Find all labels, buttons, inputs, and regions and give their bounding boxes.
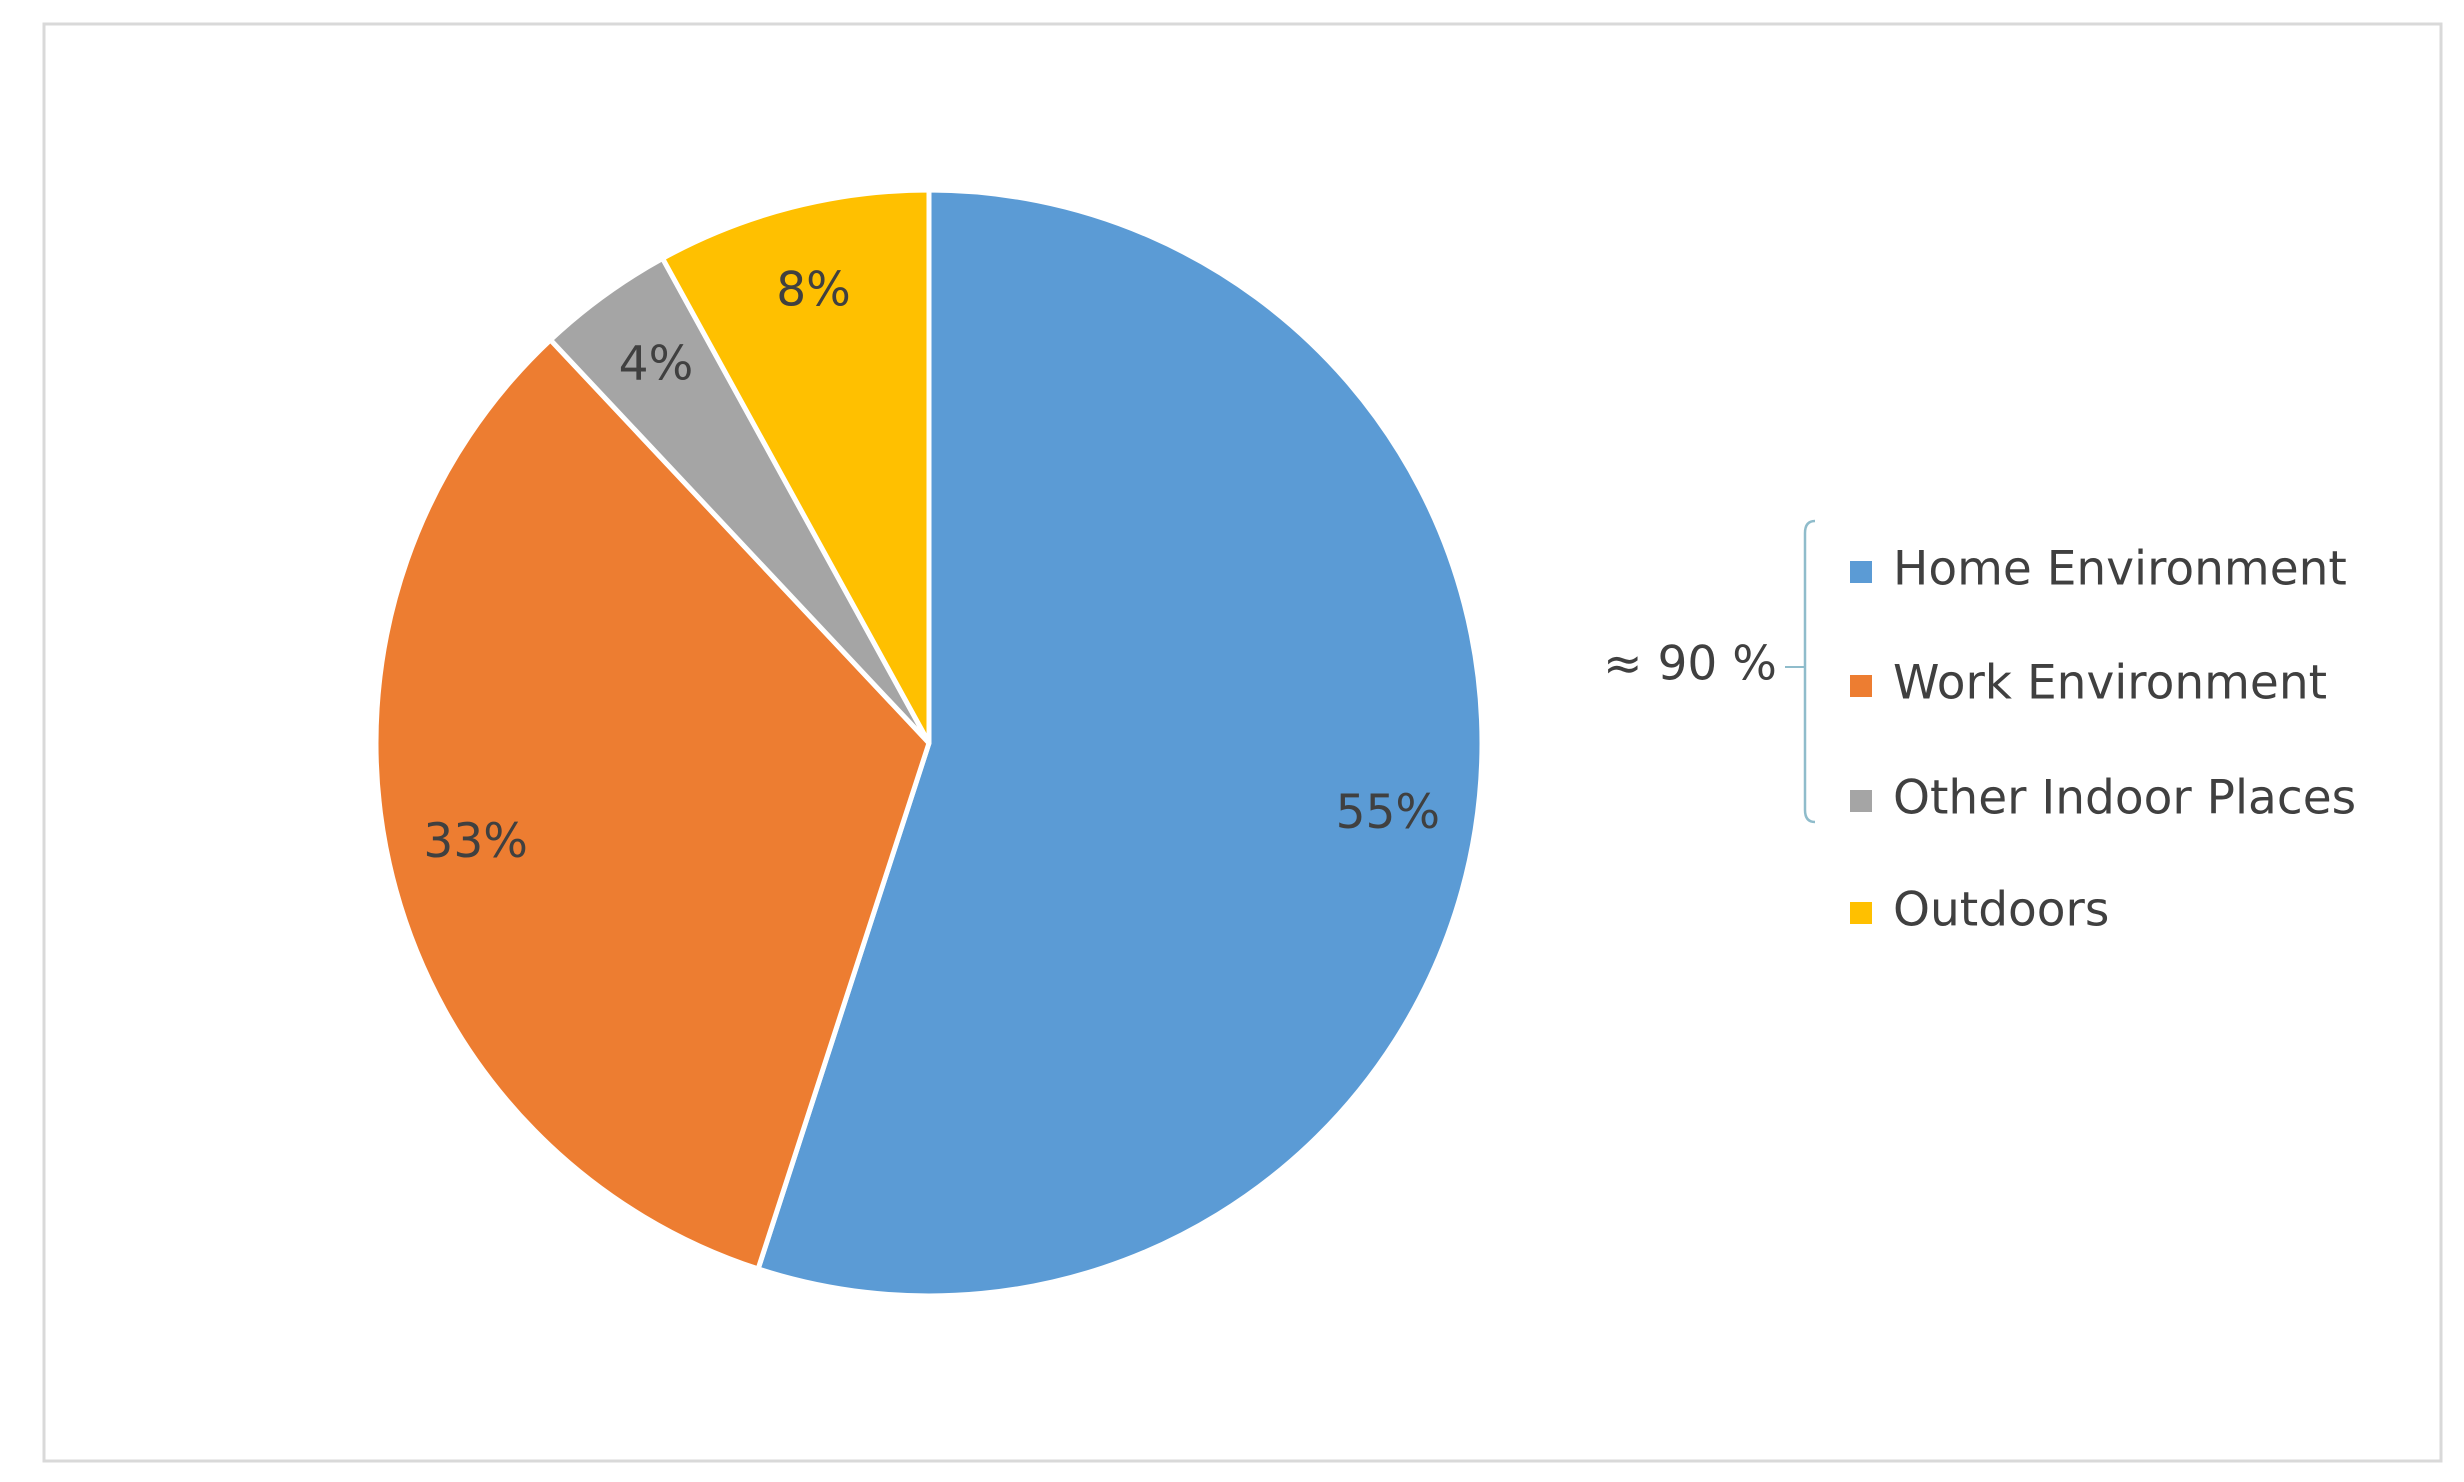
legend-label: Work Environment: [1893, 656, 2327, 711]
legend-label: Other Indoor Places: [1893, 771, 2356, 826]
pie-slice: [755, 187, 1485, 1299]
data-label: 8%: [776, 263, 851, 318]
legend-swatch: [1850, 675, 1872, 697]
pie-slice: [660, 187, 932, 746]
data-label: 55%: [1336, 785, 1440, 840]
legend-label: Home Environment: [1893, 542, 2347, 597]
legend-swatch: [1850, 902, 1872, 924]
annotation: ≈ 90 %: [1603, 637, 1777, 692]
legend-swatch: [1850, 561, 1872, 583]
data-label: 4%: [619, 337, 694, 392]
legend-label: Outdoors: [1893, 883, 2109, 938]
pie-slice: [373, 337, 932, 1272]
legend-bracket: [1803, 519, 1816, 824]
legend-swatch: [1850, 790, 1872, 812]
data-label: 33%: [423, 814, 527, 869]
